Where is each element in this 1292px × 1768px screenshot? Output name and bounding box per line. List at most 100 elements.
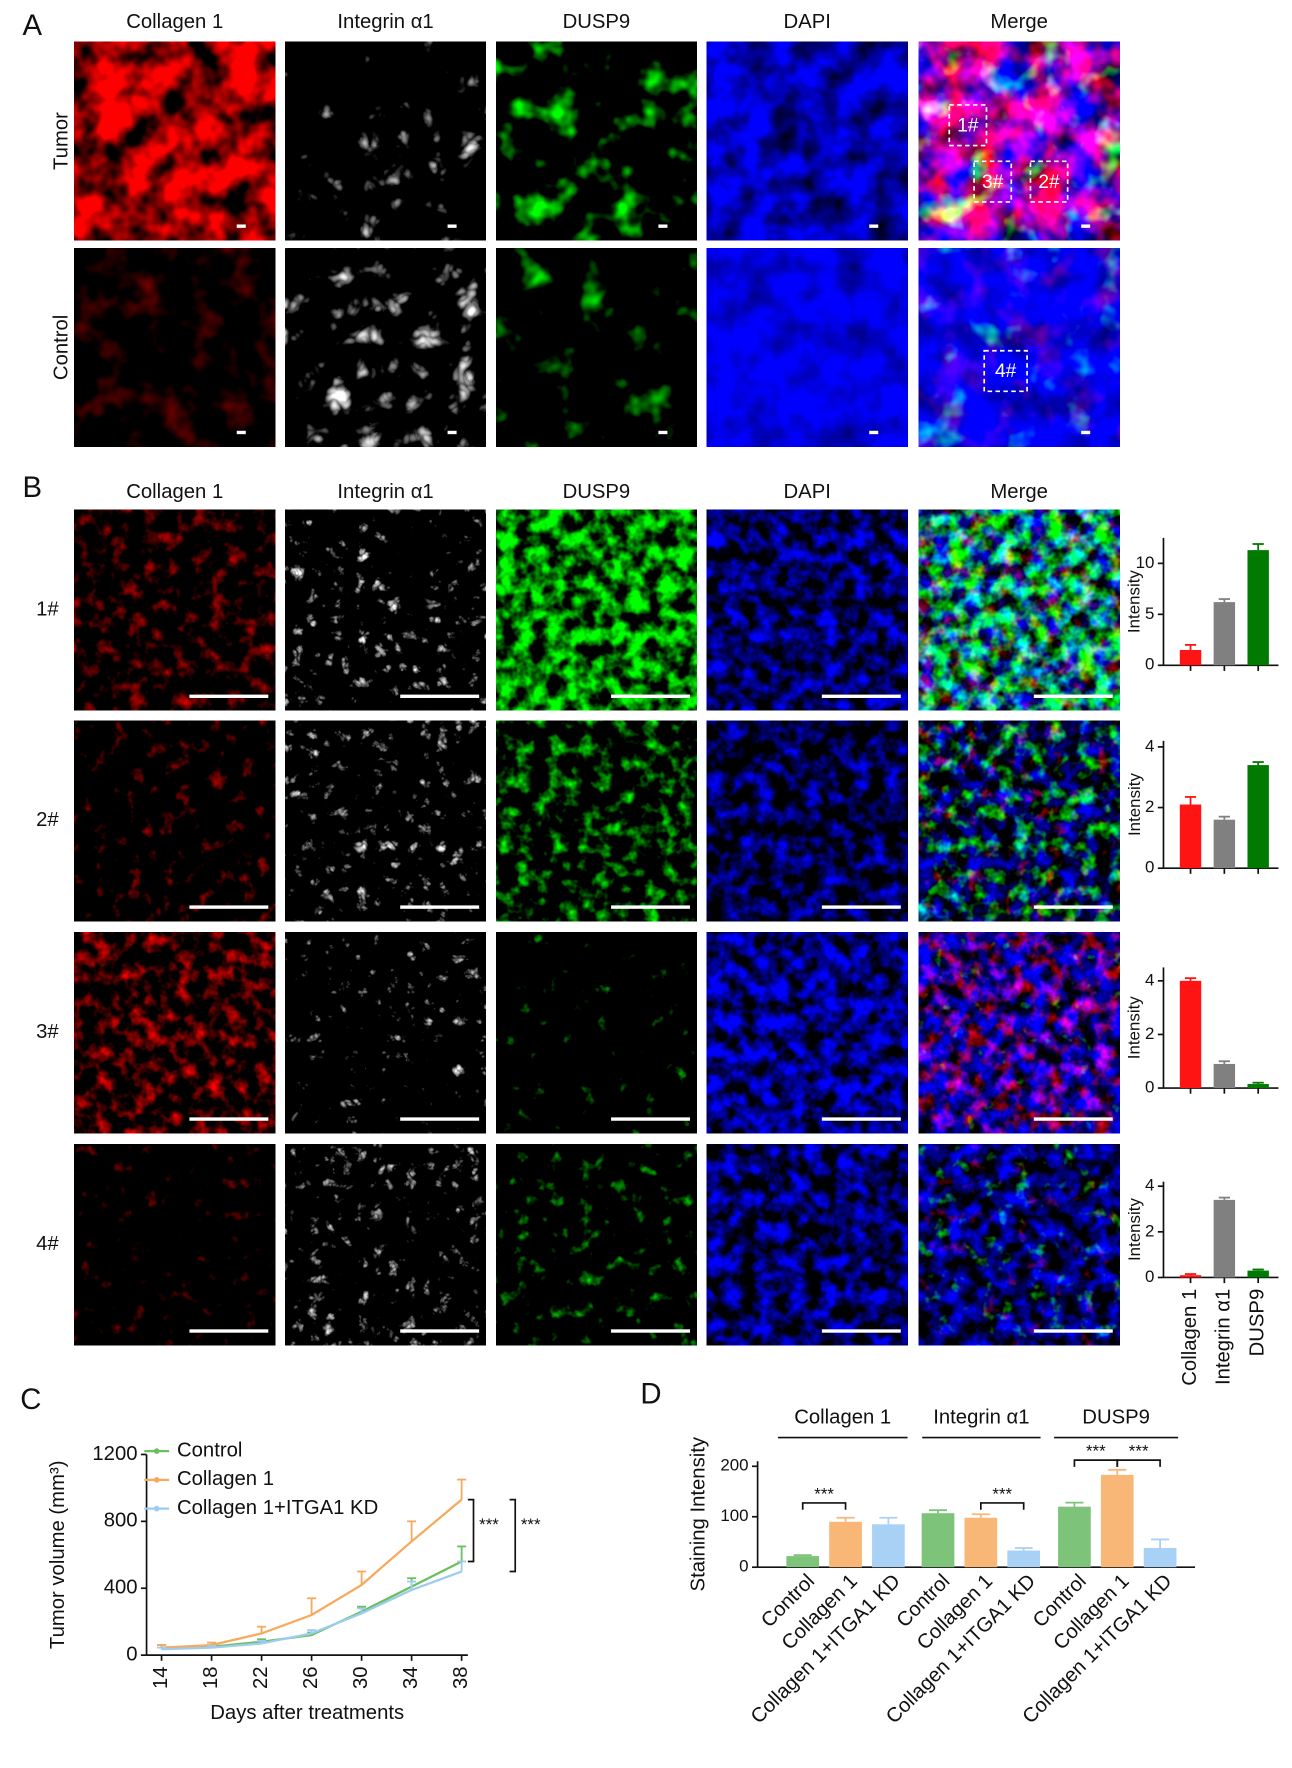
scale-bar (400, 694, 480, 698)
column-title: Collagen 1 (126, 481, 223, 503)
micrograph (285, 932, 486, 1134)
x-axis-label: Days after treatments (210, 1702, 404, 1724)
significance-bracket (509, 1498, 517, 1573)
micrograph (706, 248, 908, 447)
bar (1007, 1550, 1041, 1568)
x-tick-label: Integrin α1 (1213, 1289, 1235, 1385)
y-axis-label: Staining Intensity (687, 1436, 709, 1591)
micrograph (74, 248, 276, 447)
scale-bar (189, 1117, 269, 1121)
group-label: Integrin α1 (933, 1407, 1029, 1429)
y-tick-label: 800 (104, 1510, 138, 1532)
region-box (1029, 160, 1069, 203)
x-tick-label: 34 (400, 1666, 422, 1689)
scale-bar (236, 430, 246, 435)
column-title: DAPI (784, 481, 831, 503)
row-label: 4# (36, 1233, 59, 1255)
column-title: Collagen 1 (126, 11, 223, 33)
y-tick-label: 200 (720, 1456, 748, 1475)
significance-label: *** (479, 1515, 499, 1534)
scale-bar (869, 224, 879, 228)
row-label: 2# (36, 809, 59, 831)
column-title: Integrin α1 (337, 11, 433, 33)
micrograph (918, 248, 1120, 447)
bar (964, 1517, 998, 1568)
row-label: 1# (36, 598, 59, 620)
micrograph (285, 720, 486, 922)
bar (1247, 1270, 1269, 1278)
panel-label: B (23, 471, 43, 504)
scale-bar (658, 224, 668, 228)
column-title: Merge (990, 11, 1048, 33)
column-title: DUSP9 (563, 481, 631, 503)
scale-bar (1033, 1329, 1113, 1333)
scale-bar (189, 905, 269, 909)
panel-label: A (23, 9, 43, 42)
significance-label: *** (1129, 1442, 1149, 1461)
region-box (973, 160, 1013, 203)
significance-bracket (979, 1502, 1025, 1510)
column-title: Integrin α1 (337, 481, 433, 503)
column-title: Merge (990, 481, 1048, 503)
micrograph (918, 932, 1120, 1134)
column-title: DAPI (784, 11, 831, 33)
scale-bar (447, 224, 457, 228)
scale-bar (821, 905, 901, 909)
micrograph (706, 720, 908, 922)
legend-marker (153, 1477, 160, 1483)
y-tick-label: 10 (1136, 553, 1155, 572)
bar (1247, 550, 1269, 666)
significance-label: *** (1086, 1442, 1106, 1461)
micrograph (918, 1144, 1120, 1346)
bar (1100, 1474, 1134, 1568)
y-axis-label: Tumor volume (mm³) (47, 1461, 69, 1650)
panel-label: C (20, 1383, 41, 1416)
bar (829, 1521, 862, 1568)
y-tick-label: 4 (1145, 736, 1154, 755)
y-axis-label: Intensity (1125, 570, 1144, 634)
y-tick-label: 0 (1145, 1267, 1154, 1286)
micrograph (285, 1144, 486, 1346)
scale-bar (821, 694, 901, 698)
significance-bracket (1073, 1459, 1119, 1467)
bar (1247, 1084, 1269, 1089)
scale-bar (400, 905, 480, 909)
micrograph (74, 932, 276, 1134)
bar (1213, 602, 1236, 666)
region-label: 3# (982, 172, 1004, 193)
micrograph (918, 509, 1120, 711)
significance-bracket (801, 1502, 847, 1510)
scale-bar (611, 1117, 690, 1121)
scale-bar (821, 1117, 901, 1121)
panel-label: D (640, 1378, 661, 1411)
y-tick-label: 2 (1145, 1024, 1154, 1043)
bar (1179, 649, 1202, 666)
scale-bar (189, 694, 269, 698)
scale-bar (1081, 224, 1091, 228)
micrograph (496, 1144, 697, 1346)
y-tick-label: 1200 (92, 1443, 137, 1465)
bar (1213, 1063, 1236, 1089)
micrograph (496, 932, 697, 1134)
micrograph (74, 1144, 276, 1346)
scale-bar (447, 430, 457, 435)
bar (1213, 819, 1236, 869)
scale-bar (189, 1329, 269, 1333)
y-tick-label: 2 (1145, 797, 1154, 816)
micrograph (496, 509, 697, 711)
y-tick-label: 400 (104, 1577, 138, 1599)
bar (1179, 980, 1202, 1089)
significance-label: *** (521, 1515, 541, 1534)
scale-bar (1033, 694, 1113, 698)
micrograph (285, 41, 486, 241)
scale-bar (611, 905, 690, 909)
micrograph (285, 509, 486, 711)
y-axis-label: Intensity (1125, 1198, 1144, 1262)
row-label: Tumor (50, 112, 72, 170)
group-label: DUSP9 (1082, 1407, 1150, 1429)
y-tick-label: 4 (1145, 970, 1154, 989)
row-label: 3# (36, 1021, 59, 1043)
scale-bar (236, 224, 246, 228)
bar (872, 1524, 905, 1568)
